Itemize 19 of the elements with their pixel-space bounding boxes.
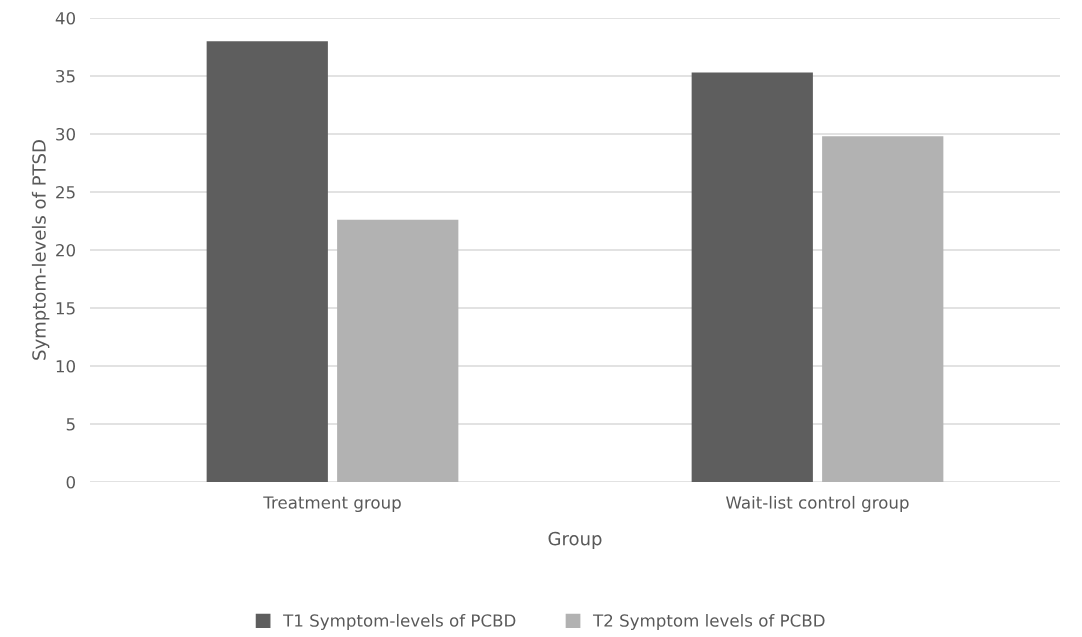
y-axis-title: Symptom-levels of PTSD xyxy=(31,140,50,360)
bar xyxy=(206,41,328,482)
y-tick-label: 40 xyxy=(55,11,75,25)
y-tick-label: 25 xyxy=(56,185,75,199)
y-tick-label: 20 xyxy=(56,243,75,257)
bar xyxy=(337,219,459,482)
x-tick-label: Treatment group xyxy=(263,496,401,513)
legend-label: T2 Symptom levels of PCBD xyxy=(592,613,825,631)
x-axis-title: Group xyxy=(548,531,602,549)
y-tick-label: 5 xyxy=(66,418,75,431)
y-tick-label: 0 xyxy=(66,475,75,489)
legend-label: T1 Symptom-levels of PCBD xyxy=(283,613,516,631)
y-tick-label: 35 xyxy=(56,69,75,83)
bar xyxy=(691,72,813,482)
y-tick-label: 30 xyxy=(56,127,75,141)
y-tick-label: 15 xyxy=(56,302,75,315)
y-tick-label: 10 xyxy=(56,359,75,373)
bar xyxy=(822,136,944,482)
x-tick-label: Wait-list control group xyxy=(726,495,909,513)
